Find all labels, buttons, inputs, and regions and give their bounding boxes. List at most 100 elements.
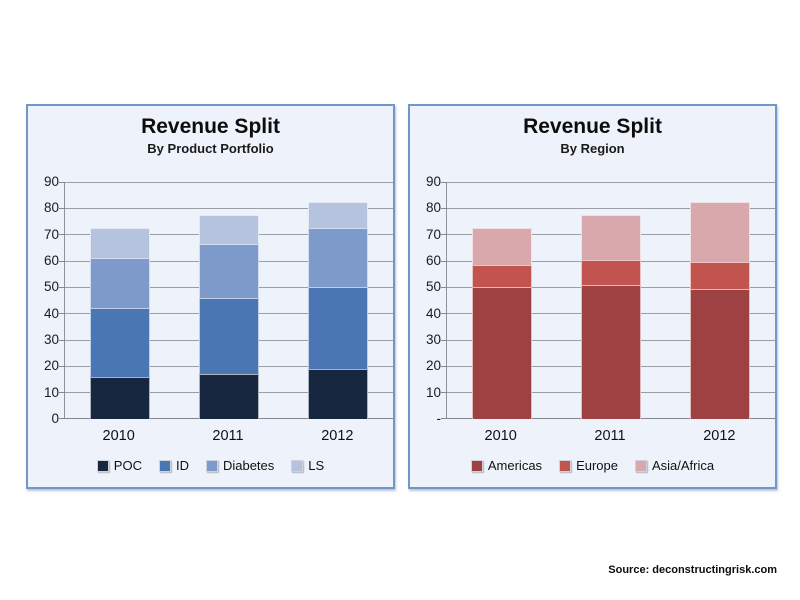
bar-segment-europe: [471, 264, 532, 288]
chart-panel-product-portfolio: Revenue Split By Product Portfolio 90 80 7…: [26, 104, 395, 489]
y-tick-label: 60: [425, 253, 441, 268]
bar-segment-asia-africa: [580, 214, 641, 260]
legend: Americas Europe Asia/Africa: [410, 458, 775, 473]
category-label: 2012: [703, 428, 736, 444]
y-tick-label: 40: [425, 305, 441, 321]
legend-item-americas: Americas: [470, 458, 543, 473]
legend-item-id: ID: [158, 458, 189, 473]
legend-label: Americas: [487, 458, 543, 473]
y-tick-label: 30: [425, 332, 441, 347]
gridline: [65, 207, 393, 209]
bar-segment-europe: [690, 262, 751, 289]
bar-group-2012: [666, 182, 775, 419]
y-tick-label: 80: [425, 200, 441, 216]
category-label: 2011: [212, 428, 244, 444]
legend-item-asia-africa: Asia/Africa: [634, 458, 715, 473]
axis-tick: [59, 313, 65, 315]
bar-segment-europe: [580, 259, 641, 285]
category-label: 2012: [321, 428, 354, 444]
stacked-bar-2012: [308, 201, 369, 419]
axis-tick: [59, 286, 65, 288]
bars-layer: [65, 182, 393, 419]
bar-group-2010: [447, 182, 556, 419]
legend-label: Asia/Africa: [651, 458, 715, 473]
chart-title: Revenue Split: [141, 115, 280, 138]
stacked-bar-2010: [471, 228, 532, 419]
stacked-bar-2010: [89, 228, 150, 419]
axis-tick: [441, 260, 447, 262]
bar-segment-diabetes: [89, 258, 150, 309]
plot-area: [441, 181, 775, 419]
bar-segment-diabetes: [198, 243, 259, 298]
axis-tick: [441, 392, 447, 394]
bar-segment-poc: [308, 368, 369, 419]
stacked-bar-2011: [580, 214, 641, 419]
y-tick-label: 60: [43, 253, 59, 268]
chart-title: Revenue Split: [523, 115, 662, 138]
axis-tick: [441, 365, 447, 367]
gridline: [65, 181, 393, 183]
bar-group-2011: [556, 182, 665, 419]
bar-segment-ls: [308, 201, 369, 229]
x-axis-labels: 2010 2011 2012: [64, 428, 392, 444]
legend-label: LS: [308, 458, 325, 473]
bar-segment-asia-africa: [690, 201, 751, 263]
bar-segment-id: [198, 297, 259, 375]
legend-swatch: [559, 459, 572, 472]
legend-item-poc: POC: [96, 458, 142, 473]
axis-tick: [59, 365, 65, 367]
chart-subtitle: By Region: [560, 141, 625, 156]
stacked-bar-2012: [690, 201, 751, 419]
axis-tick: [441, 181, 447, 183]
axis-tick: [59, 260, 65, 262]
axis-tick: [59, 207, 65, 209]
legend-swatch: [158, 459, 171, 472]
bar-group-2010: [65, 182, 174, 419]
bar-segment-poc: [198, 374, 259, 419]
gridline: [447, 207, 775, 209]
y-axis: 90 80 70 60 50 40 30 20 10 0: [30, 174, 59, 426]
y-tick-label: 70: [425, 226, 441, 242]
legend-swatch: [634, 459, 647, 472]
chart-panel-region: Revenue Split By Region 90 80 70 60 50 40 30 20…: [408, 104, 777, 489]
y-tick-label: 10: [425, 384, 441, 400]
y-tick-label: 70: [43, 226, 59, 242]
gridline: [447, 181, 775, 183]
axis-tick: [59, 234, 65, 236]
y-tick-label: 10: [43, 384, 59, 400]
bar-segment-ls: [89, 228, 150, 259]
chart-subtitle: By Product Portfolio: [147, 141, 274, 156]
bars-layer: [447, 182, 775, 419]
bar-segment-diabetes: [308, 228, 369, 288]
y-tick-label: 50: [425, 279, 441, 295]
y-tick-label: -: [436, 411, 442, 426]
bar-segment-poc: [89, 376, 150, 419]
plot-area: [59, 181, 393, 419]
bar-segment-id: [308, 287, 369, 369]
y-tick-label: 50: [43, 279, 59, 295]
bar-group-2012: [284, 182, 393, 419]
legend: POC ID Diabetes LS: [28, 458, 393, 473]
y-tick-label: 90: [43, 174, 59, 189]
axis-tick: [441, 313, 447, 315]
axis-tick: [441, 286, 447, 288]
axis-tick: [59, 339, 65, 341]
bar-group-2011: [174, 182, 283, 419]
axis-tick: [59, 181, 65, 183]
source-note: Source: deconstructingrisk.com: [608, 564, 777, 576]
legend-swatch: [96, 459, 109, 472]
axis-tick: [59, 392, 65, 394]
axis-tick: [441, 207, 447, 209]
legend-label: Europe: [576, 458, 618, 473]
bar-segment-id: [89, 308, 150, 377]
y-axis: 90 80 70 60 50 40 30 20 10 -: [412, 174, 441, 426]
bar-segment-americas: [580, 284, 641, 419]
bar-segment-ls: [198, 214, 259, 244]
x-axis-labels: 2010 2011 2012: [446, 428, 774, 444]
legend-item-europe: Europe: [559, 458, 618, 473]
y-tick-label: 0: [51, 411, 59, 426]
y-tick-label: 40: [43, 305, 59, 321]
stacked-bar-2011: [198, 214, 259, 419]
bar-segment-americas: [690, 288, 751, 419]
axis-tick: [441, 339, 447, 341]
